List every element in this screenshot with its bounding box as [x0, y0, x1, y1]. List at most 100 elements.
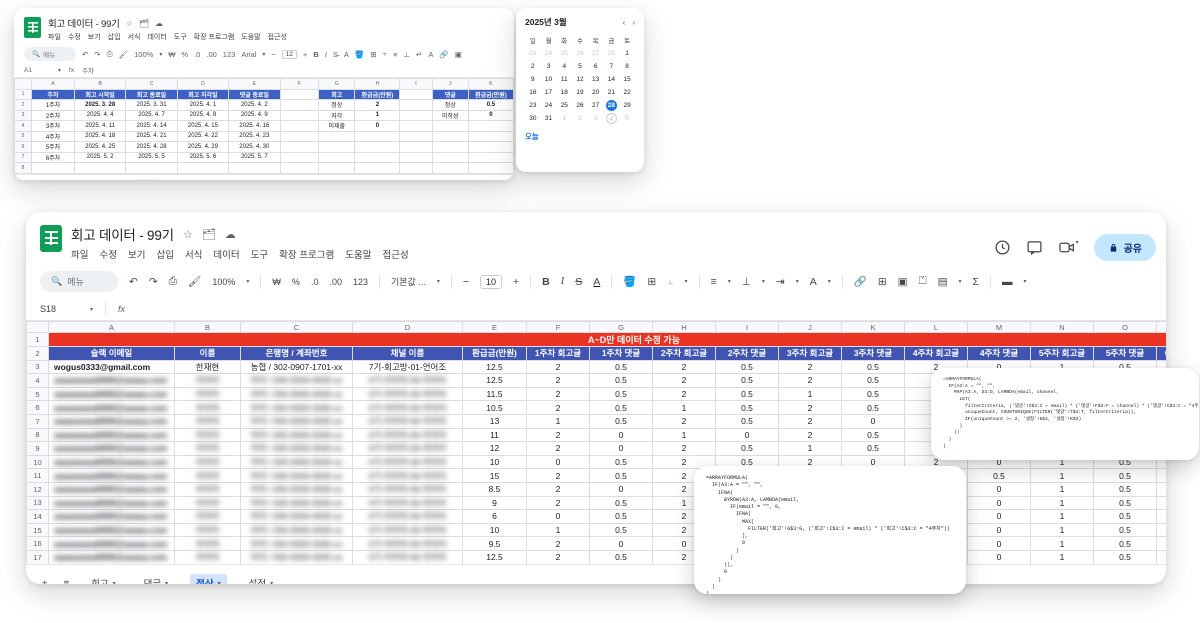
mini-cell[interactable]: 정상 [431, 99, 469, 111]
menu-edit[interactable]: 수정 [99, 250, 117, 261]
increase-decimal-icon[interactable]: .00 [329, 276, 342, 287]
calendar-day-cell[interactable]: 28 [604, 99, 620, 112]
mini-row-header[interactable]: 7 [14, 151, 33, 163]
table-row[interactable]: 17 aaaaaaaaa0000@aaaaa.com 아아아 아아 / 000-000… [26, 549, 1166, 564]
mini-cell[interactable] [279, 141, 320, 153]
value-cell[interactable]: 1 [1030, 549, 1094, 564]
value-cell[interactable]: 0.5 [589, 468, 653, 483]
mini-table-row[interactable]: 4 3주차 2025. 4. 11 2025. 4. 14 2025. 4. 15 202… [14, 120, 514, 132]
star-icon[interactable]: ☆ [182, 228, 193, 241]
mini-cell[interactable]: 5주차 [31, 141, 75, 153]
mini-cell[interactable] [399, 88, 433, 100]
value-cell[interactable]: 13 [462, 413, 527, 429]
filter-view-icon[interactable]: ▤ [937, 275, 948, 288]
value-cell[interactable]: 12.5 [462, 359, 527, 375]
menu-view[interactable]: 보기 [127, 250, 146, 261]
value-cell[interactable]: 2 [778, 413, 842, 429]
email-cell[interactable]: aaaaaaaaa0000@aaaaa.com [48, 454, 175, 470]
name-cell[interactable]: 아아아 [174, 522, 241, 538]
merge-cells-icon[interactable]: ⫠ [667, 275, 674, 287]
value-cell[interactable]: 0 [589, 481, 653, 497]
row-header[interactable]: 5 [26, 386, 49, 402]
table-row[interactable]: 12 aaaaaaaaa0000@aaaaa.com 아아아 아아 / 000-000… [26, 481, 1166, 497]
calendar-day-cell[interactable]: 25 [556, 99, 572, 112]
mini-cell[interactable] [399, 109, 433, 121]
value-cell[interactable]: 2 [526, 495, 590, 511]
name-cell[interactable]: 아아아 [174, 468, 241, 483]
calendar-day[interactable]: 9 [531, 76, 535, 83]
share-button[interactable]: 공유 [1093, 234, 1156, 261]
more-chevron-down-icon[interactable]: ▾ [1023, 279, 1027, 285]
value-cell[interactable]: 1 [652, 400, 716, 415]
font-size-input[interactable]: 10 [480, 274, 503, 289]
mini-cell[interactable]: 0 [354, 120, 401, 132]
value-cell[interactable]: 0 [589, 441, 653, 456]
calendar-day[interactable]: 20 [592, 89, 600, 96]
value-cell[interactable]: 1 [1156, 549, 1166, 564]
search-menus-input[interactable]: 🔍 메뉴 [40, 271, 118, 292]
calendar-day-cell[interactable]: 22 [619, 86, 635, 99]
value-cell[interactable]: 11.5 [462, 386, 527, 402]
value-cell[interactable]: 2 [778, 427, 842, 443]
star-icon[interactable]: ☆ [125, 18, 133, 28]
menu-file[interactable]: 파일 [71, 250, 89, 261]
calendar-day-cell[interactable]: 2 [525, 60, 541, 73]
name-cell[interactable]: 아아아 [174, 454, 241, 470]
mini-table-row[interactable]: 6 5주차 2025. 4. 25 2025. 4. 28 2025. 4. 29 202… [14, 141, 514, 153]
mini-cell[interactable] [354, 130, 401, 142]
currency-format-icon[interactable]: ₩ [168, 49, 176, 59]
move-folder-icon[interactable]: 🗂 [201, 228, 216, 241]
text-color-icon[interactable]: A [343, 49, 349, 59]
mini-cell[interactable]: 환급금(만원) [354, 88, 401, 100]
mini-cell[interactable]: 2025. 4. 28 [125, 141, 178, 153]
mini-row-header[interactable]: 8 [14, 162, 33, 174]
mini-cell[interactable]: 정상 [318, 99, 356, 111]
email-cell[interactable]: aaaaaaaaa0000@aaaaa.com [48, 509, 175, 524]
calendar-day[interactable]: 22 [623, 89, 631, 96]
mini-menu-format[interactable]: 서식 [127, 34, 141, 41]
mini-cell[interactable] [467, 120, 514, 132]
menu-extensions[interactable]: 확장 프로그램 [279, 250, 335, 261]
column-title-채널 이름[interactable]: 채널 이름 [352, 346, 463, 361]
column-title-2주차 회고글[interactable]: 2주차 회고글 [652, 346, 716, 361]
currency-format-icon[interactable]: ₩ [272, 276, 281, 287]
value-cell[interactable]: 0 [967, 481, 1031, 497]
mini-table-row[interactable]: 8 [14, 162, 514, 174]
value-cell[interactable]: 0.5 [1093, 495, 1157, 511]
mini-cell[interactable]: 2 [354, 99, 401, 111]
mini-menu-insert[interactable]: 삽입 [107, 34, 121, 41]
bank-cell[interactable]: 아아 / 000-0000-0000-xx [240, 413, 353, 429]
mini-cell[interactable] [354, 162, 401, 174]
name-box-chevron-down-icon[interactable]: ▾ [58, 67, 62, 74]
calendar-day-cell[interactable]: 27 [588, 47, 604, 60]
menu-format[interactable]: 서식 [184, 250, 203, 261]
mini-cell[interactable]: 2025. 3. 31 [125, 99, 178, 111]
value-cell[interactable]: 0 [526, 454, 590, 470]
fill-color-icon[interactable]: 🪣 [354, 49, 365, 59]
bank-cell[interactable]: 아아 / 000-0000-0000-xx [240, 386, 353, 402]
mini-cell[interactable]: 1 [354, 109, 401, 121]
mini-cell[interactable]: 2025. 4. 2 [228, 99, 281, 111]
channel-cell[interactable]: 0기-아아아-00-아아아 [352, 509, 463, 524]
mini-cell[interactable] [467, 130, 514, 142]
mini-cell[interactable]: 회고 종료일 [125, 88, 178, 100]
calendar-day[interactable]: 27 [592, 102, 600, 109]
calendar-day[interactable]: 5 [625, 115, 629, 122]
value-cell[interactable]: 0 [589, 536, 653, 551]
calendar-day-cell[interactable]: 9 [525, 73, 541, 86]
value-cell[interactable]: 0 [715, 427, 779, 443]
row-header[interactable]: 10 [26, 454, 49, 470]
col-F[interactable]: F [526, 321, 590, 333]
value-cell[interactable]: 0.5 [589, 454, 653, 470]
mini-cell[interactable] [467, 162, 514, 174]
value-cell[interactable]: 10.5 [462, 400, 527, 415]
mini-cell[interactable] [318, 151, 356, 163]
value-cell[interactable]: 0.5 [715, 441, 779, 456]
name-cell[interactable]: 아아아 [174, 536, 241, 551]
calendar-day-cell[interactable]: 1 [619, 47, 635, 60]
column-title-1주차 회고글[interactable]: 1주차 회고글 [526, 346, 590, 361]
calendar-day-cell[interactable]: 23 [525, 99, 541, 112]
mini-cell[interactable] [399, 120, 433, 132]
mini-formula-value[interactable]: 주차 [82, 68, 95, 75]
mini-cell[interactable]: 2025. 4. 14 [125, 120, 178, 132]
